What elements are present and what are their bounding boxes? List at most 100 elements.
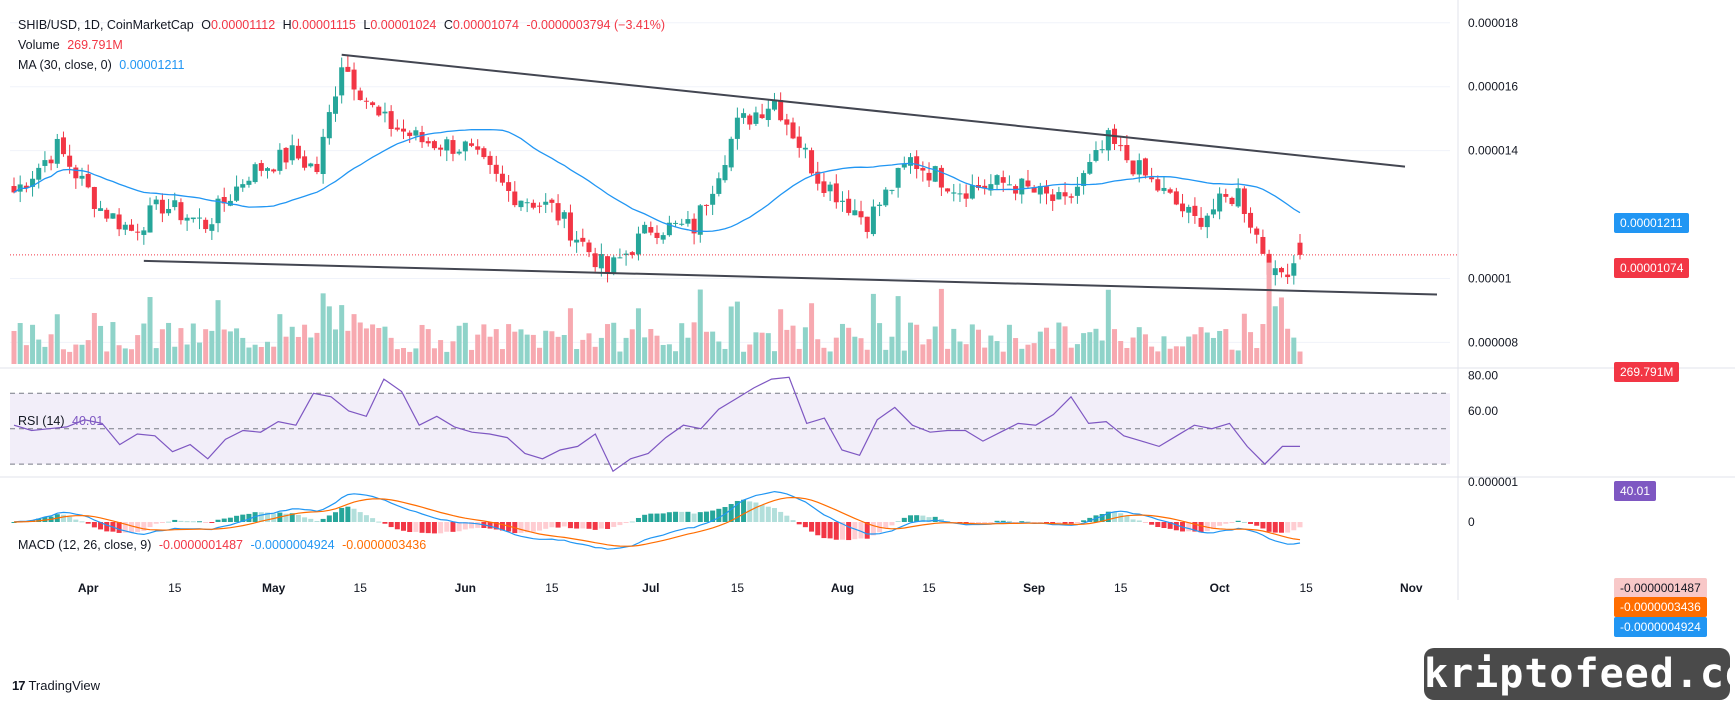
macd-histogram-bar [691,513,697,522]
candle-body [716,178,722,194]
macd-histogram-bar [493,522,499,530]
candle-body [1105,130,1111,151]
candle-body [666,222,672,236]
macd-histogram-bar [1112,512,1118,522]
volume-bar [543,330,549,364]
macd-histogram-bar [1099,514,1105,522]
candle-body [407,132,413,137]
candle-body [561,212,567,219]
candle-body [363,100,369,102]
ma-legend: MA (30, close, 0) 0.00001211 [18,58,185,72]
macd-histogram-bar [462,522,468,530]
volume-bar [907,322,913,364]
macd-histogram-bar [518,522,524,533]
volume-bar [1198,327,1204,364]
candle-body [104,209,110,219]
macd-histogram-bar [654,513,660,522]
candle-body [864,216,870,232]
candle-body [1142,158,1148,176]
candle-body [920,168,926,171]
volume-bar [110,322,116,364]
volume-bar [172,346,178,364]
volume-bar [326,306,332,364]
volume-bar [784,329,790,364]
volume-legend: Volume 269.791M [18,38,123,52]
macd-histogram-bar [666,512,672,522]
volume-bar [648,328,654,364]
volume-bar [605,324,611,364]
candle-body [314,163,320,173]
volume-bar [864,349,870,364]
candle-body [759,114,765,119]
low-value: 0.00001024 [370,18,437,32]
volume-bar [877,323,883,364]
macd-histogram-bar [543,522,549,529]
macd-histogram-bar [1149,522,1155,525]
macd-histogram-bar [1124,515,1130,522]
macd-histogram-bar [920,515,926,522]
candle-body [1254,228,1260,235]
macd-histogram-bar [221,518,227,522]
macd-histogram-bar [345,506,351,522]
macd-histogram-bar [1056,522,1062,524]
volume-bar [654,335,660,364]
volume-bar [1142,334,1148,364]
candle-body [79,175,85,179]
candle-body [42,160,48,166]
macd-histogram-bar [1044,522,1050,523]
price-tick-label: 0.000008 [1468,335,1518,349]
candle-body [567,212,573,241]
candle-body [945,188,951,192]
macd-histogram-bar [419,522,425,533]
candle-body [815,171,821,184]
candle-body [289,145,295,161]
macd-histogram-bar [326,515,332,522]
macd-histogram-bar [1241,521,1247,523]
volume-bar [889,336,895,364]
candle-body [870,206,876,235]
macd-histogram-bar [499,522,505,531]
macd-histogram-bar [858,522,864,539]
candle-body [376,106,382,116]
tradingview-logo-icon: 17 [12,678,26,693]
volume-bar [1130,337,1136,364]
volume-bar [703,331,709,364]
candle-body [809,150,815,174]
macd-histogram-bar [246,513,252,522]
candle-body [98,208,104,211]
candle-body [895,167,901,188]
candle-body [308,163,314,167]
macd-histogram-bar [1074,522,1080,523]
volume-bar [1297,351,1303,364]
macd-histogram-bar [765,506,771,522]
candle-body [1056,192,1062,200]
candle-body [450,140,456,154]
candle-body [394,127,400,130]
candle-body [1235,188,1241,207]
x-axis-tick-label: Aug [831,581,854,595]
volume-bar [691,322,697,364]
candle-body [1173,191,1179,205]
macd-histogram-bar [648,513,654,522]
candle-body [1044,186,1050,194]
tradingview-label: TradingView [28,678,101,693]
volume-bar [493,329,499,364]
candle-body [333,96,338,114]
close-value: 0.00001074 [452,18,519,32]
macd-histogram-bar [673,511,679,522]
macd-histogram-bar [289,513,295,522]
volume-bar [333,329,338,364]
candle-body [67,155,73,167]
macd-histogram-bar [883,522,889,529]
candle-body [1186,206,1192,213]
lower-trendline [143,259,1438,296]
candle-body [530,202,536,208]
macd-histogram-bar [629,521,635,523]
macd-histogram-bar [1272,522,1278,533]
tradingview-brand[interactable]: 17 TradingView [12,678,100,693]
volume-bar [444,351,450,364]
macd-histogram-bar [283,513,289,522]
macd-histogram-bar [586,522,592,529]
candle-body [1081,173,1087,186]
